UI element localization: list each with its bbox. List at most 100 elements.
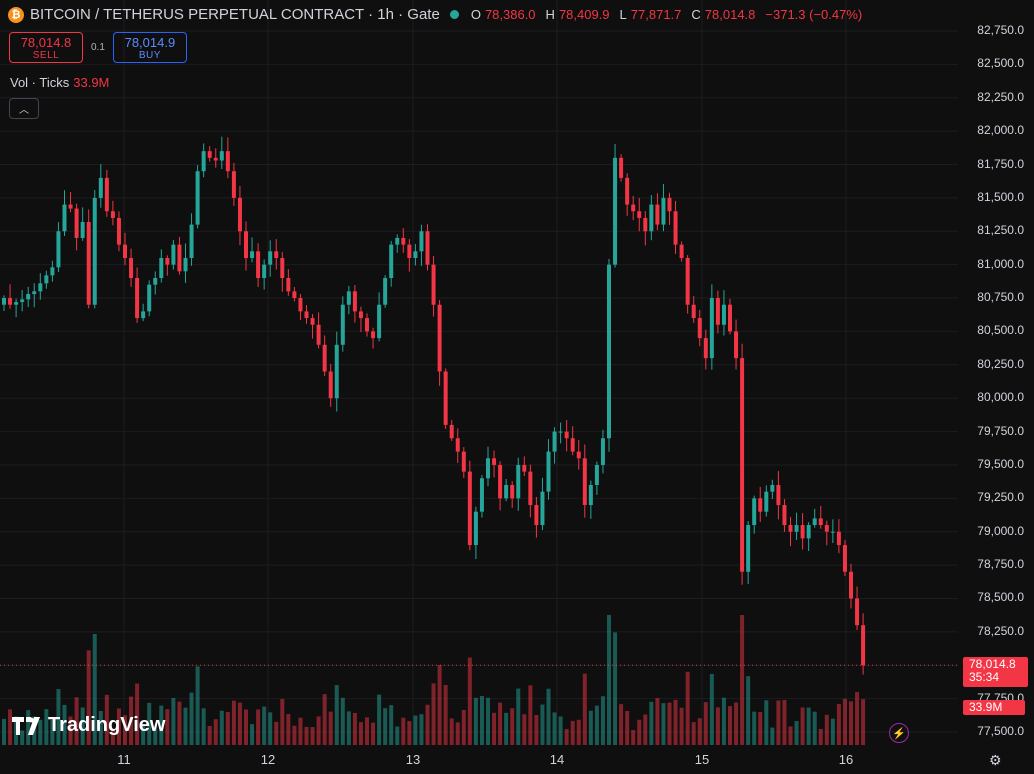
volume-bar bbox=[20, 730, 25, 745]
candle-body bbox=[292, 291, 297, 299]
high-label: H bbox=[545, 7, 555, 22]
candle-body bbox=[237, 197, 242, 232]
price-tick-label: 77,500.0 bbox=[977, 724, 1024, 738]
candle-body bbox=[709, 298, 714, 359]
volume-bar bbox=[582, 673, 587, 745]
volume-bar bbox=[842, 698, 847, 745]
price-tick-label: 79,250.0 bbox=[977, 490, 1024, 505]
candle-body bbox=[225, 151, 230, 172]
candle-body bbox=[244, 231, 248, 258]
candle-body bbox=[697, 318, 702, 339]
price-tick-label: 80,000.0 bbox=[977, 390, 1024, 405]
volume-bar bbox=[588, 710, 593, 745]
candle-body bbox=[207, 151, 212, 158]
buy-price: 78,014.9 bbox=[124, 34, 176, 50]
lightning-icon[interactable]: ⚡ bbox=[889, 723, 909, 743]
volume-bar bbox=[734, 702, 739, 745]
volume-bar bbox=[413, 715, 418, 745]
candle-body bbox=[116, 217, 121, 245]
volume-bar bbox=[129, 696, 134, 745]
volume-bar bbox=[38, 719, 43, 745]
candle-body bbox=[231, 171, 236, 198]
candle-body bbox=[92, 197, 97, 305]
candle-body bbox=[758, 498, 763, 512]
candle-body bbox=[721, 304, 726, 325]
volume-bar bbox=[274, 721, 279, 745]
volume-legend[interactable]: Vol · Ticks 33.9M bbox=[10, 75, 109, 90]
volume-bar bbox=[26, 710, 31, 745]
volume-bar bbox=[401, 717, 406, 745]
candle-body bbox=[782, 505, 787, 526]
volume-bar bbox=[855, 692, 860, 745]
open-label: O bbox=[470, 7, 481, 22]
change-value: −371.3 (−0.47%) bbox=[765, 7, 863, 22]
candle-body bbox=[14, 302, 19, 305]
candle-body bbox=[812, 518, 817, 526]
buy-button[interactable]: 78,014.9 BUY bbox=[112, 32, 187, 63]
candle-body bbox=[830, 531, 835, 533]
candle-body bbox=[171, 244, 176, 265]
candle-body bbox=[806, 525, 811, 539]
gear-icon[interactable]: ⚙ bbox=[989, 752, 1002, 768]
candle-body bbox=[250, 251, 255, 258]
symbol-title[interactable]: BITCOIN / TETHERUS PERPETUAL CONTRACT · … bbox=[30, 6, 440, 23]
volume-bar bbox=[679, 707, 684, 745]
volume-bar bbox=[328, 711, 333, 745]
candle-body bbox=[534, 505, 539, 526]
close-label: C bbox=[691, 7, 701, 22]
volume-bar bbox=[431, 683, 436, 745]
candle-body bbox=[274, 251, 279, 258]
candle-body bbox=[855, 598, 860, 626]
candle-body bbox=[310, 318, 315, 325]
candle-body bbox=[613, 157, 618, 265]
candle-body bbox=[26, 294, 31, 300]
volume-bar bbox=[691, 722, 696, 745]
volume-bar bbox=[467, 657, 472, 745]
candle-body bbox=[371, 331, 376, 339]
candle-body bbox=[2, 298, 6, 305]
volume-bar bbox=[498, 702, 503, 745]
candle-body bbox=[455, 438, 460, 452]
volume-bar bbox=[661, 703, 666, 745]
candle-body bbox=[38, 283, 43, 292]
volume-bar bbox=[280, 699, 285, 745]
volume-bar bbox=[752, 711, 757, 745]
tradingview-logo[interactable]: TradingView bbox=[12, 714, 165, 737]
volume-bar bbox=[371, 722, 376, 745]
price-tick-label: 80,500.0 bbox=[977, 323, 1024, 338]
volume-bar bbox=[685, 671, 690, 745]
candle-body bbox=[262, 264, 267, 279]
candle-body bbox=[44, 275, 49, 284]
volume-bar bbox=[8, 709, 13, 745]
tradingview-logo-text: TradingView bbox=[48, 714, 166, 736]
candle-body bbox=[649, 204, 654, 232]
candle-body bbox=[679, 244, 684, 258]
candle-body bbox=[189, 224, 194, 258]
candle-body bbox=[62, 204, 67, 232]
candle-body bbox=[691, 304, 696, 319]
candle-body bbox=[794, 525, 799, 532]
volume-bar bbox=[534, 715, 539, 745]
price-tick-label: 78,500.0 bbox=[977, 590, 1024, 605]
candle-body bbox=[818, 518, 823, 526]
volume-bar bbox=[570, 720, 575, 745]
volume-bar bbox=[250, 724, 255, 745]
candle-body bbox=[346, 291, 351, 305]
volume-bar bbox=[830, 718, 835, 745]
sell-button[interactable]: 78,014.8 SELL bbox=[9, 32, 83, 63]
volume-bar bbox=[183, 707, 188, 745]
candle-body bbox=[437, 304, 442, 372]
volume-bar bbox=[709, 674, 714, 745]
candle-body bbox=[473, 511, 478, 546]
volume-bar bbox=[516, 688, 521, 745]
volume-bar bbox=[268, 712, 273, 745]
volume-bar bbox=[123, 715, 127, 745]
candle-body bbox=[413, 251, 418, 258]
collapse-legend-button[interactable]: ︿ bbox=[9, 98, 39, 119]
volume-bar bbox=[746, 676, 751, 745]
sell-label: SELL bbox=[32, 49, 60, 61]
volume-bar bbox=[86, 650, 91, 745]
candle-body bbox=[443, 371, 448, 425]
candle-body bbox=[479, 478, 484, 512]
